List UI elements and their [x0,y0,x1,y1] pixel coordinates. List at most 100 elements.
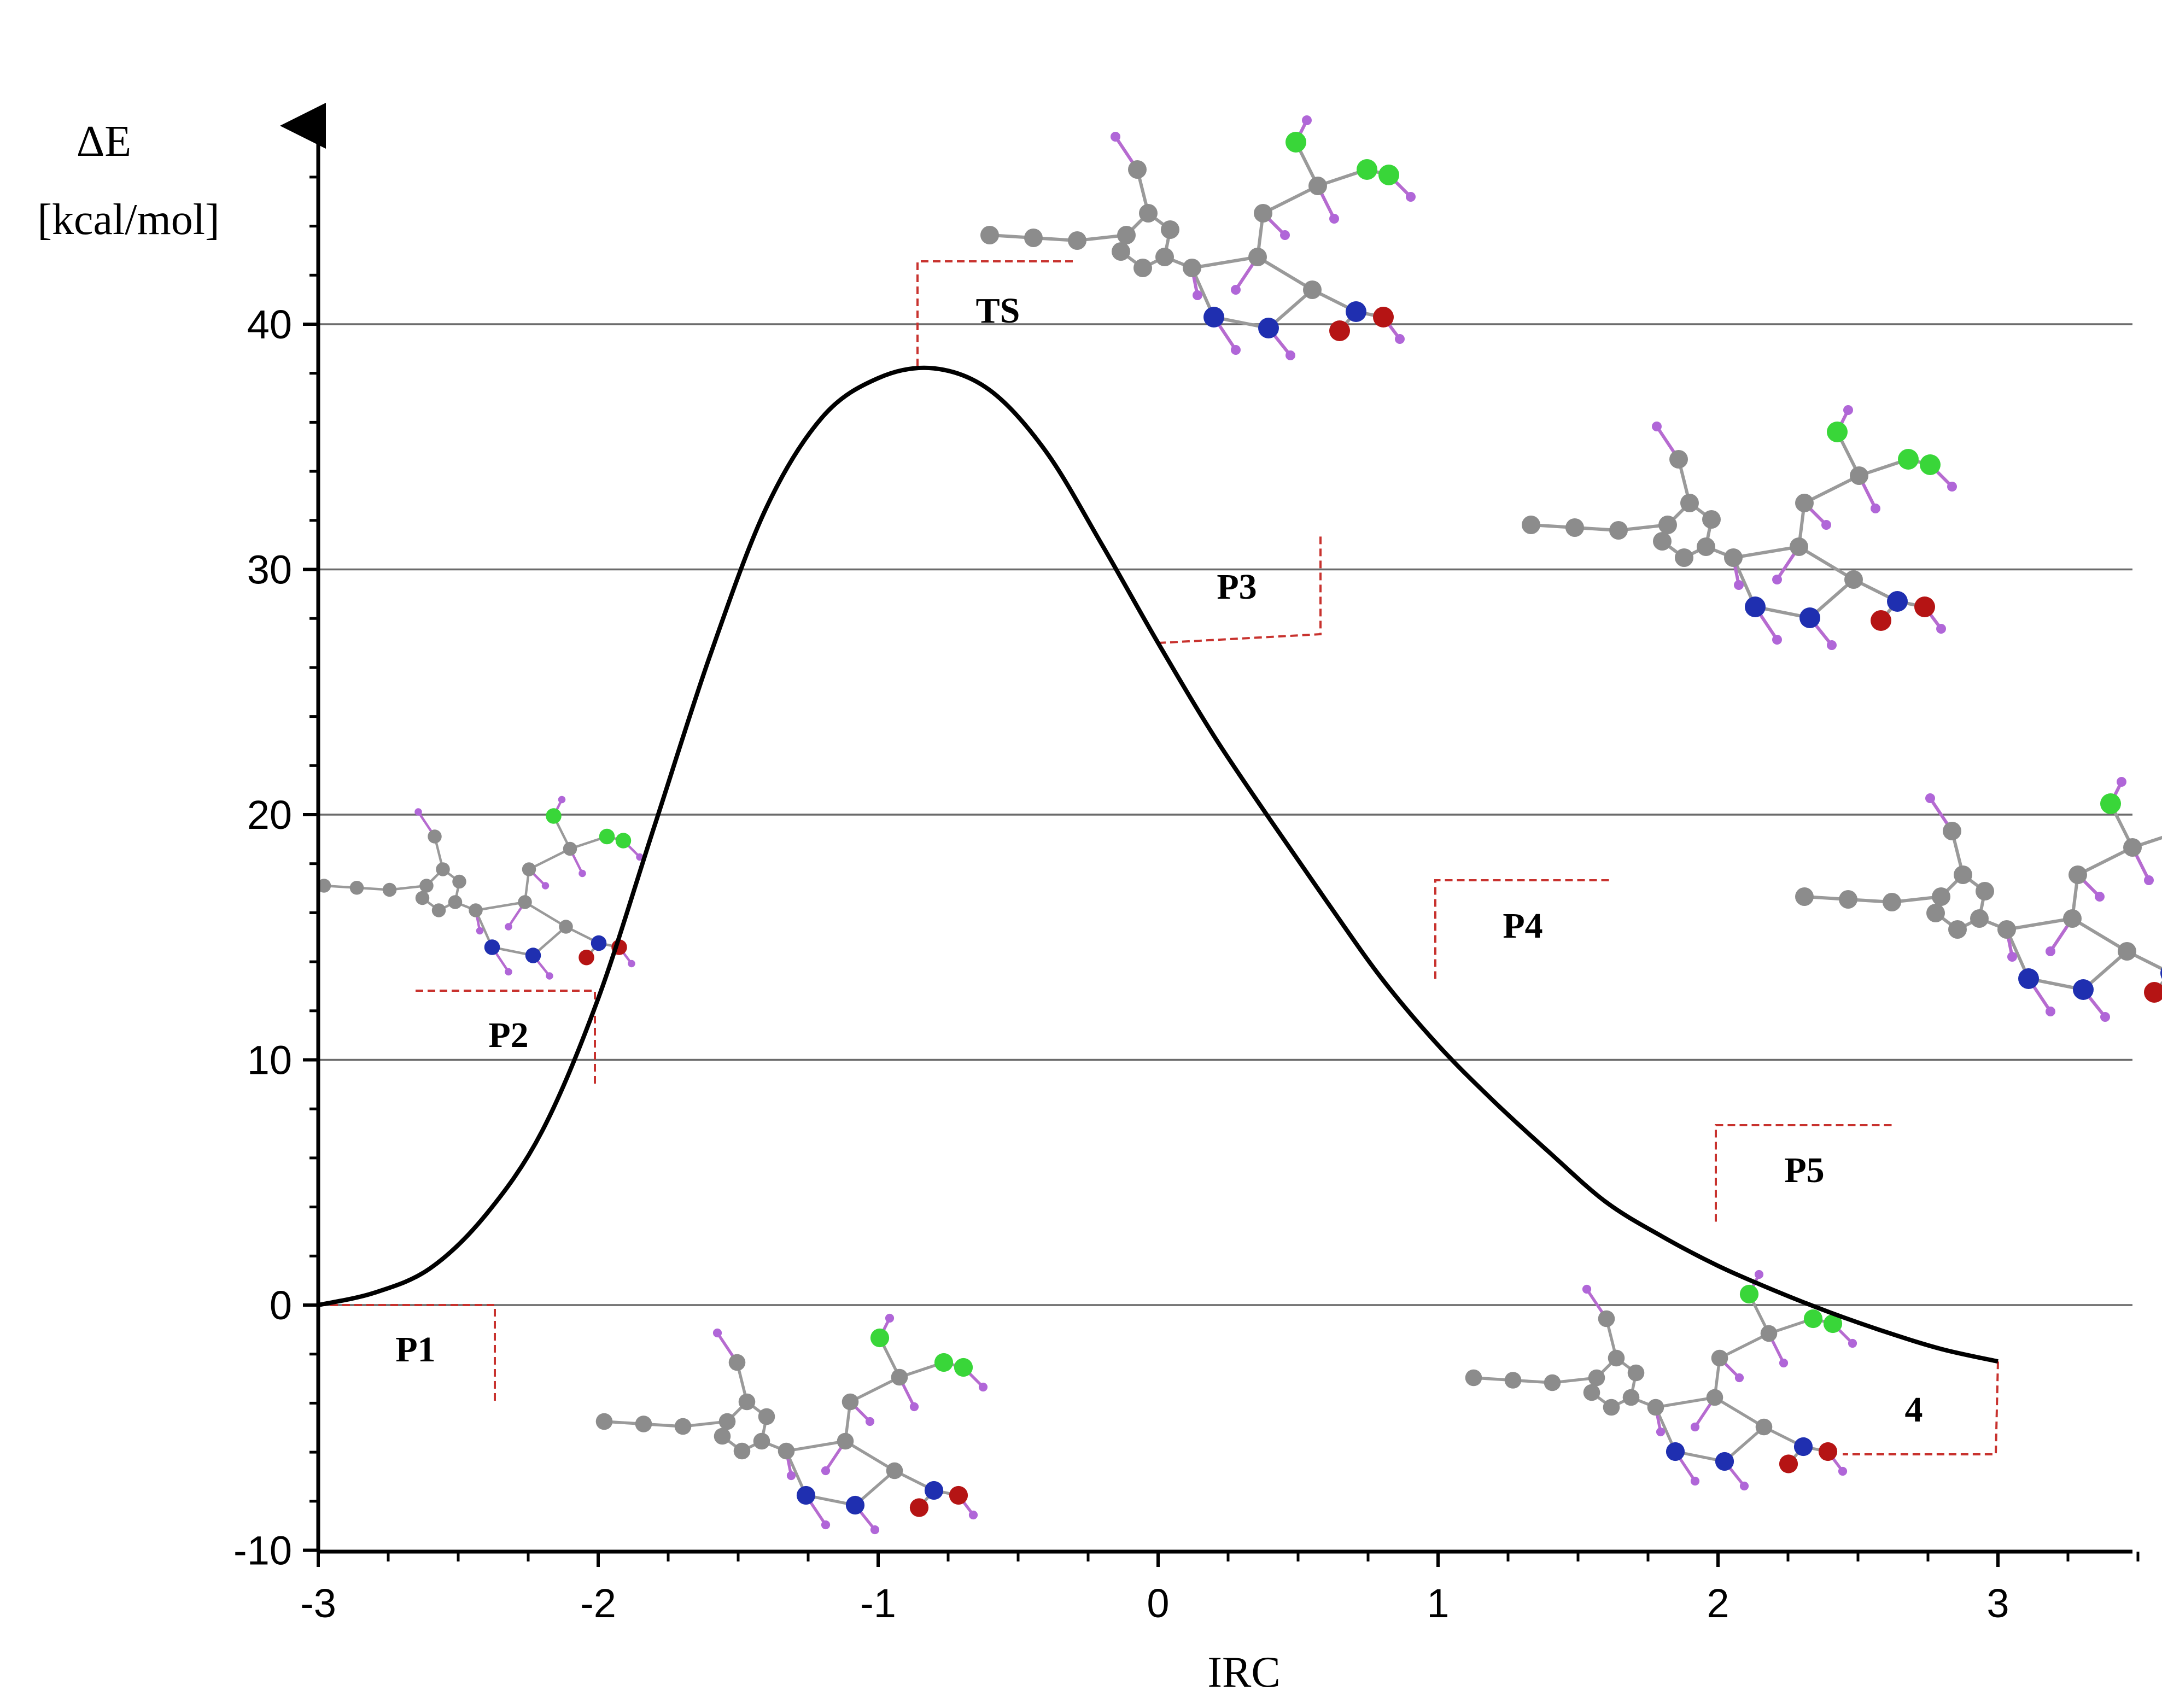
molecule-atom [733,1442,751,1460]
molecule-atom [1920,454,1941,475]
molecule-atom [1827,640,1837,650]
molecule-atom [448,895,463,909]
leader-TS [916,260,1077,366]
molecule-atom [1827,422,1848,442]
molecule-atom [1675,548,1693,567]
molecule-atom [1793,1437,1813,1457]
molecule-atom [558,795,566,804]
molecule-atom [1997,920,2016,939]
molecule-atom [1843,405,1853,415]
molecule-atom [753,1432,770,1450]
molecule-atom [1790,537,1808,556]
y-tick-label: 0 [270,1283,292,1328]
molecule-atom [2100,1012,2110,1022]
molecule-atom [1308,177,1327,195]
molecule-atom [1231,285,1241,295]
molecule-bond [528,847,571,871]
molecule-atom [317,879,331,893]
molecule-atom [1839,890,1857,909]
molecule-bond [1655,1396,1715,1409]
axis-ticks [303,176,2140,1567]
x-tick-label: 0 [1147,1581,1169,1626]
molecule-atom [758,1408,775,1425]
molecule-bond [1803,474,1860,505]
molecule-atom [1821,520,1831,530]
molecule-atom [1583,1384,1600,1401]
molecule-atom [1603,1399,1620,1416]
molecule-atom [541,882,550,890]
molecule-atom [886,1462,903,1479]
molecule-atom [1627,1364,1645,1382]
x-tick-label: -1 [860,1581,896,1626]
leader-P2 [416,990,596,1085]
molecule-atom [842,1393,859,1411]
molecule-atom [1745,596,1766,617]
annotation-leaders [318,260,1999,1455]
molecule-atom [1755,1418,1773,1436]
label-P3: P3 [1217,567,1257,607]
molecule-atom [1715,1452,1734,1471]
molecule-atom [505,923,512,931]
y-tick-label: 10 [247,1038,292,1083]
molecule-atom [1925,793,1935,803]
molecule-atom [1193,290,1202,300]
molecule-atom [924,1481,944,1500]
molecule-atom [821,1520,831,1530]
energy-profile-line [318,365,1999,1364]
molecule-atom [1666,1442,1685,1461]
molecule-atom [1024,229,1043,247]
molecule-atom [1887,591,1908,612]
molecule-atom [2117,777,2126,787]
molecule-atom [1823,1314,1843,1333]
molecule-atom [1795,494,1814,512]
molecule-atom [909,1402,919,1412]
molecule-atom [1669,450,1688,469]
molecule-atom [431,903,446,917]
molecule-atom [1258,318,1279,338]
molecule-bond [844,1440,896,1472]
molecule-atom [1898,449,1919,470]
molecule-atom [522,862,536,876]
molecule-atom [382,882,397,897]
molecule-atom [1117,226,1136,244]
molecule-atom [1357,159,1377,180]
molecule-bond [475,900,525,912]
molecule-bond [1257,255,1313,291]
molecule-atom [1883,893,1901,911]
molecule-atom [891,1368,908,1386]
molecule-atom [718,1413,736,1430]
molecule-structure [1465,1270,1857,1491]
molecule-atom [419,879,434,893]
molecule-atom [1647,1399,1664,1416]
molecule-atom [1608,1349,1625,1367]
molecule-atom [579,869,586,878]
molecule-atom [1970,909,1989,928]
molecule-atom [1734,1373,1744,1383]
molecule-atom [1772,635,1782,645]
molecule-atom [2046,946,2055,956]
molecule-atom [1598,1310,1615,1327]
molecule-atom [1303,280,1322,299]
molecule-atom [1155,248,1174,266]
molecule-atom [2160,967,2162,979]
molecule-atom [452,874,466,889]
molecule-atom [635,1415,652,1432]
molecule-atom [1779,1454,1798,1473]
molecule-atom [1838,1466,1848,1476]
molecule-atom [1739,1284,1759,1304]
molecule-bond [1733,545,1799,559]
molecule-atom [546,808,562,824]
molecule-atom [1565,518,1584,537]
molecule-illustrations [317,115,2162,1535]
molecule-bond [2071,917,2128,953]
molecule-bond [1191,255,1258,270]
y-axis-label-units: [kcal/mol] [37,196,219,244]
molecule-atom [1183,259,1201,277]
molecule-atom [628,960,635,968]
molecule-atom [1724,548,1743,567]
molecule-atom [436,862,450,876]
y-tick-label: 30 [247,547,292,593]
molecule-bond [1714,1396,1765,1429]
molecule-atom [712,1328,722,1338]
